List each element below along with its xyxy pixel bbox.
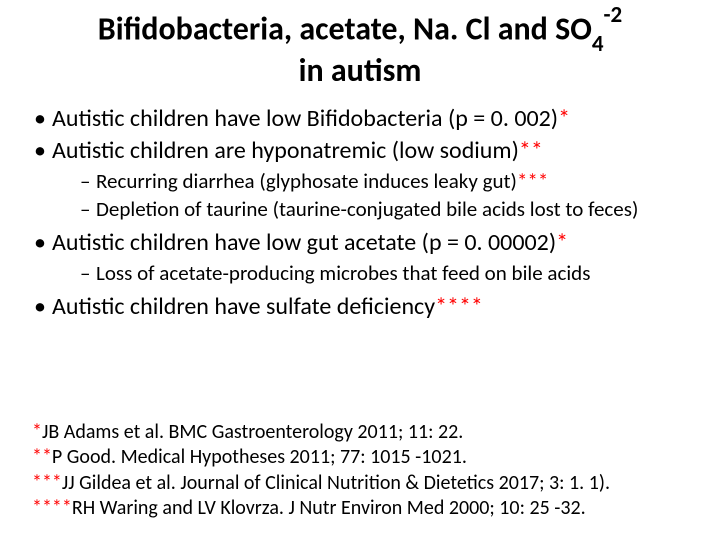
sub-bullet-list: Loss of acetate-producing microbes that … — [52, 260, 708, 286]
bullet-text: Autistic children have sulfate deficienc… — [52, 292, 435, 321]
sub-bullet-text: Recurring diarrhea (glyphosate induces l… — [96, 168, 517, 194]
sub-bullet-text: Depletion of taurine (taurine-conjugated… — [96, 196, 638, 222]
reference-stars: *** — [32, 471, 62, 495]
bullet-item: Autistic children have sulfate deficienc… — [34, 292, 708, 322]
reference-row: ****RH Waring and LV Klovrza. J Nutr Env… — [32, 496, 720, 522]
reference-row: ***JJ Gildea et al. Journal of Clinical … — [32, 471, 720, 497]
bullet-stars: **** — [435, 292, 483, 321]
reference-text: JJ Gildea et al. Journal of Clinical Nut… — [62, 471, 610, 495]
sub-bullet-item: Depletion of taurine (taurine-conjugated… — [80, 196, 708, 222]
bullet-item: Autistic children have low Bifidobacteri… — [34, 104, 708, 134]
sub-bullet-item: Loss of acetate-producing microbes that … — [80, 260, 708, 286]
reference-text: JB Adams et al. BMC Gastroenterology 201… — [42, 420, 463, 444]
bullet-text: Autistic children have low Bifidobacteri… — [52, 104, 558, 133]
reference-stars: ** — [32, 445, 52, 469]
reference-row: *JB Adams et al. BMC Gastroenterology 20… — [32, 420, 720, 446]
title-superscript: -2 — [604, 1, 623, 29]
slide-title: Bifidobacteria, acetate, Na. Cl and SO4-… — [20, 8, 700, 90]
bullet-item: Autistic children are hyponatremic (low … — [34, 136, 708, 222]
reference-stars: * — [32, 420, 42, 444]
reference-text: P Good. Medical Hypotheses 2011; 77: 101… — [52, 445, 467, 469]
bullet-stars: ** — [519, 136, 543, 165]
bullet-stars: * — [558, 104, 570, 133]
sub-bullet-stars: *** — [517, 168, 548, 194]
bullet-list: Autistic children have low Bifidobacteri… — [0, 104, 720, 322]
reference-row: **P Good. Medical Hypotheses 2011; 77: 1… — [32, 445, 720, 471]
bullet-text: Autistic children are hyponatremic (low … — [52, 136, 519, 165]
title-text-1: Bifidobacteria, acetate, Na. Cl and SO — [98, 10, 592, 49]
title-line-1: Bifidobacteria, acetate, Na. Cl and SO4-… — [20, 8, 700, 53]
references-block: *JB Adams et al. BMC Gastroenterology 20… — [32, 420, 720, 522]
sub-bullet-list: Recurring diarrhea (glyphosate induces l… — [52, 168, 708, 222]
sub-bullet-text: Loss of acetate-producing microbes that … — [96, 260, 590, 286]
bullet-text: Autistic children have low gut acetate (… — [52, 228, 556, 257]
reference-text: RH Waring and LV Klovrza. J Nutr Environ… — [72, 496, 586, 520]
bullet-stars: * — [556, 228, 568, 257]
title-subscript: 4 — [592, 30, 604, 58]
sub-bullet-item: Recurring diarrhea (glyphosate induces l… — [80, 168, 708, 194]
title-line-2: in autism — [20, 53, 700, 90]
reference-stars: **** — [32, 496, 72, 520]
bullet-item: Autistic children have low gut acetate (… — [34, 228, 708, 286]
